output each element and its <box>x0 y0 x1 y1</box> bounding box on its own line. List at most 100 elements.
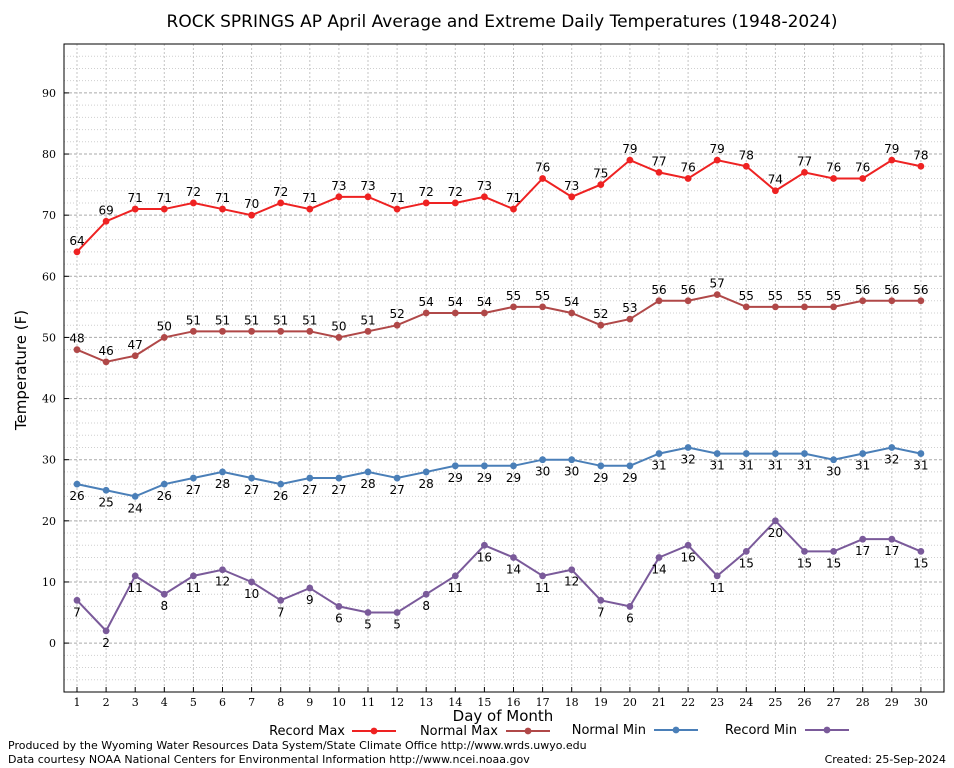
data-label-normal-min: 27 <box>302 483 317 497</box>
data-point-record-max <box>102 217 110 225</box>
data-point-record-min <box>568 566 576 574</box>
y-tick-label: 50 <box>42 331 56 344</box>
data-point-normal-min <box>102 486 110 494</box>
data-point-record-min <box>131 572 139 580</box>
x-tick-label: 20 <box>623 696 637 709</box>
x-tick-label: 25 <box>768 696 782 709</box>
data-label-record-max: 76 <box>680 160 695 174</box>
data-label-record-min: 17 <box>855 544 870 558</box>
legend-item-record-max: Record Max <box>269 724 396 739</box>
data-label-normal-max: 56 <box>680 283 695 297</box>
data-label-record-max: 71 <box>389 191 404 205</box>
y-tick-label: 40 <box>42 393 56 406</box>
data-label-normal-min: 31 <box>797 459 812 473</box>
data-point-record-min <box>539 572 546 580</box>
data-label-normal-min: 29 <box>622 471 637 485</box>
x-tick-label: 1 <box>74 696 81 709</box>
data-label-normal-min: 25 <box>98 495 113 509</box>
data-label-record-min: 12 <box>215 575 230 589</box>
x-tick-label: 22 <box>681 696 695 709</box>
data-point-normal-min <box>888 444 896 451</box>
data-label-normal-max: 51 <box>186 313 201 327</box>
data-label-record-min: 17 <box>884 544 899 558</box>
data-label-record-min: 2 <box>102 636 110 650</box>
x-tick-label: 16 <box>507 696 521 709</box>
plot-frame <box>63 43 945 693</box>
data-label-normal-max: 55 <box>768 289 783 303</box>
data-label-record-max: 79 <box>710 142 725 156</box>
legend-label-normal-max: Normal Max <box>420 724 498 739</box>
data-point-normal-min <box>131 492 139 500</box>
data-point-record-max <box>306 205 314 213</box>
data-label-record-min: 10 <box>244 587 259 601</box>
data-label-normal-max: 54 <box>564 295 579 309</box>
data-label-normal-max: 46 <box>98 344 113 358</box>
data-label-record-max: 77 <box>651 154 666 168</box>
data-label-record-max: 79 <box>884 142 899 156</box>
data-point-record-max <box>73 248 81 256</box>
legend-swatch-marker-normal-max <box>524 727 532 735</box>
data-label-normal-min: 31 <box>913 459 928 473</box>
data-point-normal-min <box>190 474 197 482</box>
x-tick-label: 7 <box>248 696 255 709</box>
data-label-normal-max: 55 <box>739 289 754 303</box>
x-tick-label: 29 <box>885 696 899 709</box>
data-label-record-min: 15 <box>739 556 754 570</box>
data-label-record-min: 9 <box>306 593 314 607</box>
data-label-normal-min: 27 <box>244 483 259 497</box>
data-point-record-min <box>801 547 808 555</box>
data-point-normal-max <box>248 327 256 335</box>
data-point-record-max <box>335 193 343 201</box>
data-point-record-min <box>393 609 401 616</box>
data-label-normal-min: 26 <box>157 489 172 503</box>
data-label-record-max: 71 <box>506 191 521 205</box>
x-tick-label: 6 <box>219 696 226 709</box>
legend-item-record-min: Record Min <box>725 723 849 738</box>
data-label-normal-max: 51 <box>302 313 317 327</box>
y-axis-label: Temperature (F) <box>12 310 30 431</box>
data-label-record-max: 76 <box>826 160 841 174</box>
data-label-record-max: 71 <box>157 191 172 205</box>
legend-label-normal-min: Normal Min <box>572 723 646 738</box>
data-point-normal-min <box>859 450 867 457</box>
footer-credit-line-1: Produced by the Wyoming Water Resources … <box>8 739 587 752</box>
data-label-record-min: 11 <box>710 581 725 595</box>
data-point-normal-max <box>451 309 459 317</box>
data-label-normal-max: 52 <box>593 307 608 321</box>
data-label-normal-min: 31 <box>710 459 725 473</box>
data-label-normal-min: 31 <box>651 459 666 473</box>
data-point-normal-min <box>539 456 546 464</box>
data-point-normal-min <box>655 450 663 457</box>
data-point-record-max <box>451 199 459 207</box>
x-tick-label: 11 <box>361 696 375 709</box>
data-label-normal-min: 31 <box>768 459 783 473</box>
data-point-normal-max <box>277 327 285 335</box>
data-label-normal-max: 56 <box>913 283 928 297</box>
x-tick-label: 15 <box>477 696 491 709</box>
x-tick-label: 21 <box>652 696 666 709</box>
data-point-normal-max <box>568 309 576 317</box>
data-point-normal-min <box>393 474 401 482</box>
data-point-normal-max <box>830 303 837 311</box>
data-point-record-max <box>655 168 663 176</box>
legend-item-normal-max: Normal Max <box>420 724 550 739</box>
data-point-normal-max <box>73 346 81 354</box>
data-point-normal-min <box>219 468 226 476</box>
data-point-normal-max <box>859 297 867 305</box>
data-point-normal-max <box>393 321 401 329</box>
data-point-normal-min <box>568 456 576 464</box>
data-label-normal-min: 30 <box>564 465 579 479</box>
data-label-record-max: 73 <box>360 179 375 193</box>
data-point-record-max <box>393 205 401 213</box>
legend-item-normal-min: Normal Min <box>572 723 698 738</box>
chart-title: ROCK SPRINGS AP April Average and Extrem… <box>167 12 838 32</box>
data-label-normal-max: 56 <box>651 283 666 297</box>
series-line-normal-min <box>76 446 922 498</box>
data-label-record-max: 72 <box>186 185 201 199</box>
data-label-normal-min: 26 <box>273 489 288 503</box>
data-point-normal-max <box>510 303 517 311</box>
series-line-record-min <box>76 519 922 633</box>
